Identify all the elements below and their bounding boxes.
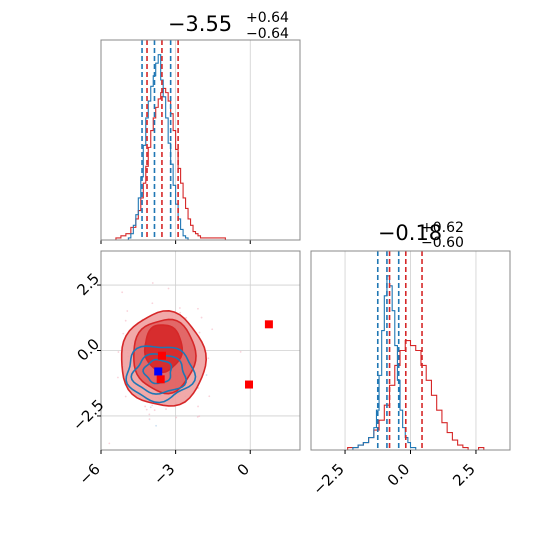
sample-point [200, 316, 203, 319]
sample-point [144, 405, 147, 408]
sample-point [198, 415, 201, 418]
contour-y-tick-label-2: 2.5 [73, 270, 103, 300]
sample-point [145, 408, 148, 411]
sample-point [155, 424, 157, 427]
sample-point [175, 416, 178, 419]
sample-point [117, 351, 120, 353]
contour-x-ticks: −6 −3 0 [75, 450, 253, 488]
blue-contour-inner [142, 358, 173, 385]
right-histogram-title: −0.18 [378, 221, 442, 245]
top-title-plus: +0.64 [246, 10, 289, 26]
contour-panel: −6 −3 0 −2.5 0.0 2.5 [69, 250, 301, 488]
right-histogram-quantiles [376, 251, 423, 450]
red-marker-3 [264, 320, 273, 329]
red-marker-1 [156, 375, 165, 384]
contour-y-tick-label-0: −2.5 [69, 396, 107, 434]
sample-point [208, 395, 211, 398]
top-title-value: −3.55 [168, 12, 232, 36]
sample-point [126, 310, 129, 312]
right-x-tick-label-2: 2.5 [449, 460, 479, 490]
right-x-tick-label-1: 0.0 [384, 460, 414, 490]
top-histogram-red-series [101, 87, 300, 241]
sample-point [121, 291, 124, 294]
blue-contour-middle [130, 353, 187, 395]
sample-point [179, 311, 182, 314]
top-histogram-panel: −3.55 +0.64 −0.64 [100, 10, 301, 244]
top-histogram-frame [100, 39, 301, 241]
sample-point [198, 331, 201, 334]
sample-point [239, 350, 242, 353]
right-title-plus: +0.62 [421, 220, 464, 236]
contour-x-tick-label-0: −6 [75, 460, 103, 488]
sample-point [197, 307, 199, 310]
sample-point [151, 404, 154, 407]
sample-point [197, 387, 200, 389]
sample-point [211, 328, 214, 331]
sample-point [149, 406, 152, 409]
sample-point [151, 282, 154, 284]
sample-point [178, 307, 181, 309]
contour-markers [154, 320, 273, 389]
sample-point [124, 319, 127, 322]
sample-point [148, 413, 151, 416]
sample-point [122, 332, 125, 335]
sample-point [207, 357, 210, 360]
right-histogram-grid [344, 251, 477, 450]
sample-point [196, 415, 199, 418]
top-histogram-title: −3.55 [168, 12, 232, 36]
contour-x-tick-label-1: −3 [150, 460, 178, 488]
contour-x-tick-label-2: 0 [234, 460, 253, 479]
top-title-minus: −0.64 [246, 26, 289, 42]
right-histogram-x-ticks: −2.5 0.0 2.5 [309, 450, 479, 499]
sample-point [205, 374, 208, 376]
right-histogram-panel: −0.18 +0.62 −0.60 −2.5 0.0 2.5 [309, 220, 511, 499]
right-x-tick-label-0: −2.5 [309, 460, 347, 498]
contour-y-tick-label-1: 0.0 [73, 335, 103, 365]
sample-point [117, 376, 119, 379]
sample-point [148, 418, 151, 421]
top-histogram-quantiles [141, 40, 179, 240]
red-marker-0 [157, 351, 166, 360]
right-title-minus: −0.60 [421, 235, 464, 251]
sample-point [108, 442, 111, 445]
blue-marker-0 [154, 367, 163, 376]
sample-point [167, 287, 170, 290]
right-title-value: −0.18 [378, 221, 442, 245]
top-histogram-blue-series [101, 54, 300, 241]
red-marker-2 [245, 380, 254, 389]
contour-y-ticks: −2.5 0.0 2.5 [69, 270, 107, 435]
top-histogram-series [101, 54, 300, 241]
sample-point [197, 405, 199, 408]
blue-contour-outer [125, 345, 197, 404]
sample-point [153, 409, 156, 412]
sample-point [185, 316, 188, 319]
sample-point [165, 408, 167, 410]
sample-point [124, 395, 127, 398]
sample-point [151, 302, 154, 305]
